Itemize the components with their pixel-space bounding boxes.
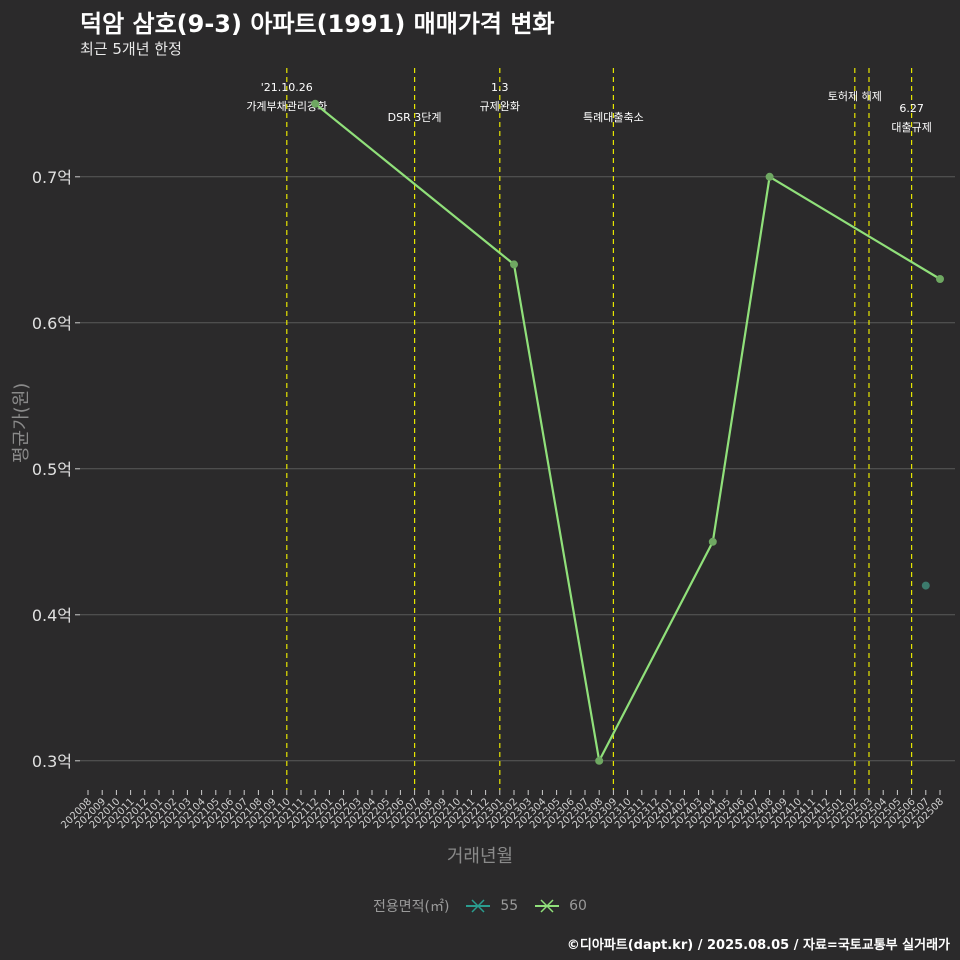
data-point-60 (311, 99, 320, 108)
y-tick-labels: 0.3억 0.4억 0.5억 0.6억 0.7억 (32, 168, 80, 771)
x-tick-labels: 2020082020092020102020112020122021012021… (59, 790, 946, 831)
y-tick-label: 0.3억 (32, 752, 72, 771)
legend: 전용면적(㎡) 55 60 (0, 896, 960, 916)
event-label: 규제완화 (480, 100, 520, 113)
legend-swatch-60 (533, 897, 561, 915)
y-tick-label: 0.4억 (32, 606, 72, 625)
series-line-60 (314, 102, 941, 762)
data-point-55 (921, 581, 930, 590)
event-label: 6.27 (899, 102, 924, 115)
chart-title: 덕암 삼호(9-3) 아파트(1991) 매매가격 변화 (80, 10, 555, 38)
event-label: 대출규제 (891, 121, 931, 134)
y-tick-label: 0.6억 (32, 314, 72, 333)
event-label: 특례대출축소 (583, 111, 644, 124)
y-axis-label: 평균가(원) (11, 382, 32, 463)
data-point-60 (595, 756, 604, 765)
data-point-60 (936, 275, 944, 283)
data-point-60 (765, 172, 774, 181)
data-series (311, 99, 944, 765)
x-axis-label: 거래년월 (446, 846, 514, 867)
event-label: '21.10.26 (261, 81, 313, 94)
event-label: 가계부채관리강화 (246, 100, 327, 113)
data-point-60 (708, 537, 717, 546)
chart-subtitle: 최근 5개년 한정 (80, 40, 182, 58)
data-point-60 (510, 260, 518, 269)
legend-title: 전용면적(㎡) (373, 899, 450, 915)
event-label: 1.3 (491, 81, 509, 94)
y-tick-label: 0.7억 (32, 168, 72, 187)
event-label: DSR 3단계 (388, 111, 442, 124)
grid-lines (80, 176, 955, 762)
event-label: 토허제 해제 (828, 89, 882, 103)
y-tick-label: 0.5억 (32, 460, 72, 479)
source-caption: ©디아파트(dapt.kr) / 2025.08.05 / 자료=국토교통부 실… (566, 938, 950, 953)
legend-label-60: 60 (569, 898, 587, 914)
legend-label-55: 55 (500, 898, 519, 914)
legend-swatch-55 (464, 897, 492, 915)
